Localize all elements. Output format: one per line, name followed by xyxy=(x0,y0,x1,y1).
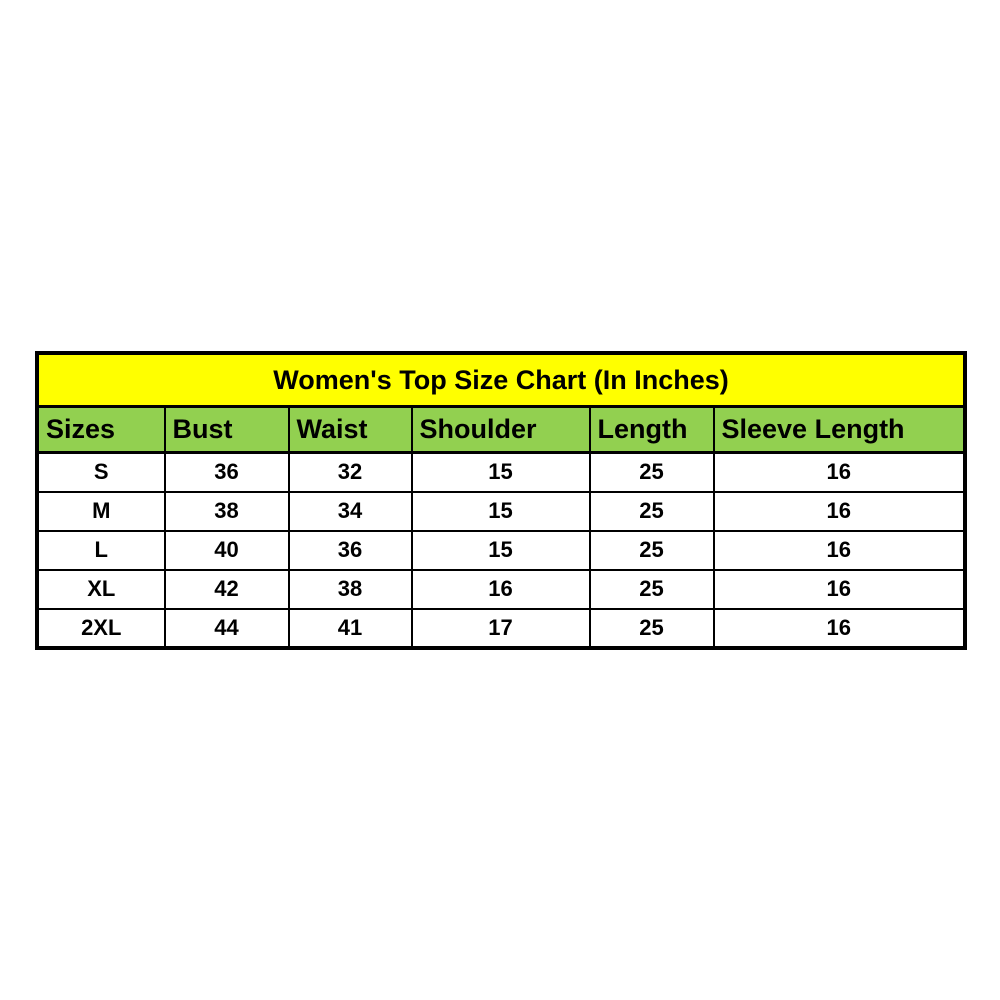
waist-cell: 38 xyxy=(287,568,413,610)
length-cell: 25 xyxy=(588,568,715,610)
length-cell: 25 xyxy=(588,607,715,649)
waist-cell: 32 xyxy=(287,451,413,493)
table-row-xl: XL 42 38 16 25 16 xyxy=(36,568,966,610)
waist-cell: 34 xyxy=(287,490,413,532)
column-header-sleeve-length: Sleeve Length xyxy=(712,405,966,454)
shoulder-cell: 15 xyxy=(410,451,591,493)
sleeve-length-cell: 16 xyxy=(712,607,966,649)
size-cell: M xyxy=(36,490,166,532)
size-cell: S xyxy=(36,451,166,493)
sleeve-length-cell: 16 xyxy=(712,568,966,610)
bust-cell: 38 xyxy=(163,490,290,532)
bust-cell: 40 xyxy=(163,529,290,571)
table-header-row: Sizes Bust Waist Shoulder Length Sleeve … xyxy=(36,405,966,454)
size-cell: L xyxy=(36,529,166,571)
bust-cell: 36 xyxy=(163,451,290,493)
size-chart-table: Women's Top Size Chart (In Inches) Sizes… xyxy=(34,351,968,650)
table-row-l: L 40 36 15 25 16 xyxy=(36,529,966,571)
column-header-bust: Bust xyxy=(163,405,290,454)
column-header-shoulder: Shoulder xyxy=(410,405,591,454)
table-row-m: M 38 34 15 25 16 xyxy=(36,490,966,532)
sleeve-length-cell: 16 xyxy=(712,451,966,493)
bust-cell: 42 xyxy=(163,568,290,610)
chart-title: Women's Top Size Chart (In Inches) xyxy=(36,352,966,408)
table-row-s: S 36 32 15 25 16 xyxy=(36,451,966,493)
table-title-row: Women's Top Size Chart (In Inches) xyxy=(36,352,966,408)
sleeve-length-cell: 16 xyxy=(712,490,966,532)
bust-cell: 44 xyxy=(163,607,290,649)
column-header-sizes: Sizes xyxy=(36,405,166,454)
column-header-waist: Waist xyxy=(287,405,413,454)
shoulder-cell: 15 xyxy=(410,490,591,532)
size-cell: 2XL xyxy=(36,607,166,649)
shoulder-cell: 17 xyxy=(410,607,591,649)
shoulder-cell: 15 xyxy=(410,529,591,571)
length-cell: 25 xyxy=(588,529,715,571)
column-header-length: Length xyxy=(588,405,715,454)
shoulder-cell: 16 xyxy=(410,568,591,610)
sleeve-length-cell: 16 xyxy=(712,529,966,571)
length-cell: 25 xyxy=(588,490,715,532)
waist-cell: 41 xyxy=(287,607,413,649)
waist-cell: 36 xyxy=(287,529,413,571)
size-cell: XL xyxy=(36,568,166,610)
length-cell: 25 xyxy=(588,451,715,493)
table-row-2xl: 2XL 44 41 17 25 16 xyxy=(36,607,966,649)
